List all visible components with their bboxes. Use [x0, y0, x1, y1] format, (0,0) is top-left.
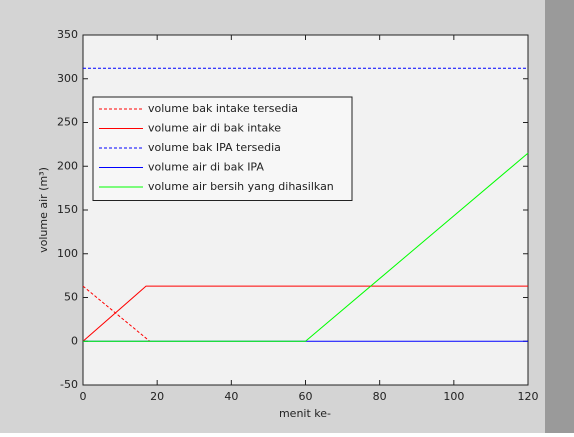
- y-axis-label: volume air (m³): [37, 167, 50, 253]
- chart: menit ke- volume air (m³) 0 20 40 60 80 100 12…: [0, 0, 574, 433]
- x-tick-label: 60: [299, 390, 313, 403]
- legend-label: volume bak IPA tersedia: [148, 141, 281, 154]
- y-tick-label: 200: [57, 159, 78, 172]
- y-tick-label: 150: [57, 203, 78, 216]
- page: menit ke- volume air (m³) 0 20 40 60 80 100 12…: [0, 0, 574, 437]
- y-tick-label: 350: [57, 28, 78, 41]
- legend-label: volume air di bak intake: [148, 122, 281, 135]
- x-tick-label: 40: [224, 390, 238, 403]
- legend-label: volume bak intake tersedia: [148, 102, 298, 115]
- y-tick-label: 0: [71, 334, 78, 347]
- x-axis-label: menit ke-: [279, 407, 331, 420]
- legend-label: volume air bersih yang dihasilkan: [148, 180, 334, 193]
- x-tick-label: 0: [80, 390, 87, 403]
- x-tick-label: 100: [443, 390, 464, 403]
- x-tick-label: 20: [150, 390, 164, 403]
- y-tick-label: 250: [57, 116, 78, 129]
- y-tick-label: 100: [57, 247, 78, 260]
- legend-label: volume air di bak IPA: [148, 161, 264, 174]
- y-tick-label: 50: [64, 291, 78, 304]
- y-tick-label: 300: [57, 72, 78, 85]
- x-tick-label: 80: [373, 390, 387, 403]
- y-tick-label: -50: [60, 378, 78, 391]
- x-tick-label: 120: [518, 390, 539, 403]
- side-strip: [545, 0, 574, 433]
